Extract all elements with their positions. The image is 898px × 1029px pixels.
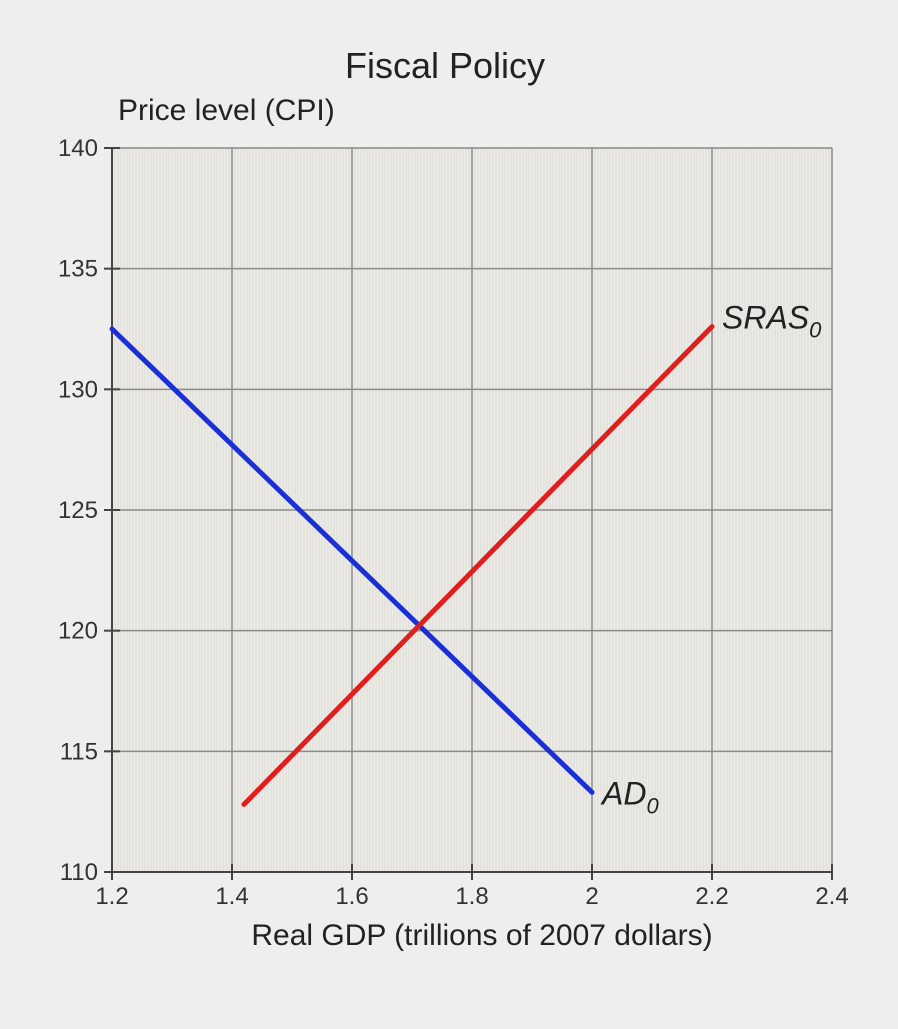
y-tick-label: 130 <box>58 376 98 403</box>
x-tick-label: 1.6 <box>335 883 368 910</box>
x-tick-label: 1.8 <box>455 883 488 910</box>
y-tick-label: 140 <box>58 135 98 162</box>
x-tick-label: 1.4 <box>215 883 248 910</box>
ad-curve-label: AD0 <box>600 775 659 818</box>
y-tick-label: 125 <box>58 497 98 524</box>
sras-curve-label: SRAS0 <box>722 300 822 343</box>
sras-curve <box>241 324 715 807</box>
ad-curve <box>109 326 595 795</box>
x-tick-label: 2.2 <box>695 883 728 910</box>
y-tick-label: 135 <box>58 256 98 283</box>
y-tick-label: 120 <box>58 618 98 645</box>
plot-area: 110 115 120 125 130 135 140 1.2 1.4 1.6 1.8 2 2.2 2.4… <box>58 135 849 910</box>
x-tick-label: 2 <box>585 883 598 910</box>
x-tick-label: 2.4 <box>815 883 848 910</box>
y-tick-label: 115 <box>60 738 98 765</box>
chart-title: Fiscal Policy <box>345 45 545 86</box>
y-tick-label: 110 <box>60 859 98 886</box>
x-axis-label: Real GDP (trillions of 2007 dollars) <box>251 919 712 952</box>
x-tick-label: 1.2 <box>95 883 128 910</box>
y-axis-label: Price level (CPI) <box>118 94 335 127</box>
